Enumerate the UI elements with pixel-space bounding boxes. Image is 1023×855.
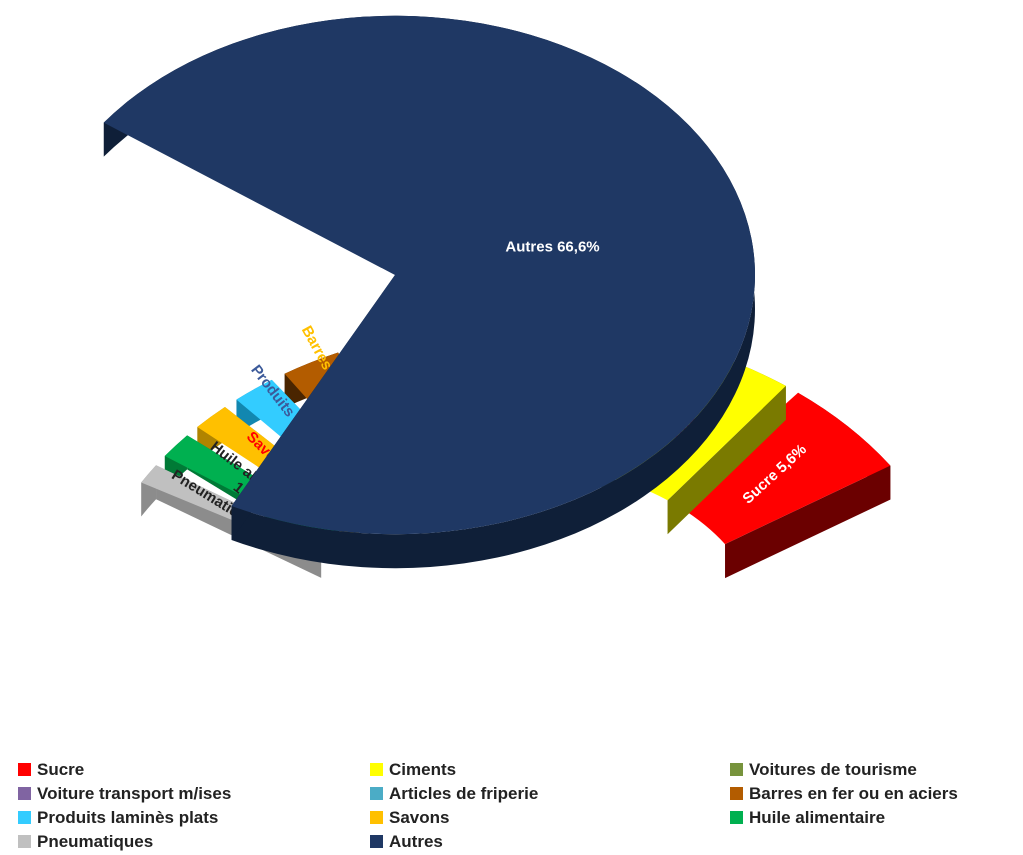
exploded-3d-pie-chart: Sucre 5,6%Ciments 5,0%Voitures de touris…: [103, 15, 891, 579]
legend-label-articles-de-friperie: Articles de friperie: [389, 783, 539, 803]
legend-item-voitures-de-tourisme: Voitures de tourisme: [730, 758, 1018, 781]
legend-label-ciments: Ciments: [389, 759, 457, 779]
pie-slice-top-autres: [103, 15, 756, 535]
legend-swatch-huile-alimentaire: [730, 811, 743, 824]
slice-label-autres: Autres 66,6%: [505, 239, 599, 256]
legend-item-pneumatiques: Pneumatiques: [18, 830, 370, 853]
legend-item-articles-de-friperie: Articles de friperie: [370, 782, 730, 805]
legend-swatch-articles-de-friperie: [370, 787, 383, 800]
legend-item-barres-en-fer: Barres en fer ou en aciers: [730, 782, 1018, 805]
legend-swatch-ciments: [370, 763, 383, 776]
pie-slice-autres: Autres 66,6%: [103, 15, 756, 569]
legend-label-barres-en-fer: Barres en fer ou en aciers: [749, 783, 958, 803]
legend-swatch-sucre: [18, 763, 31, 776]
legend-label-sucre: Sucre: [37, 759, 85, 779]
legend-item-sucre: Sucre: [18, 758, 370, 781]
legend-swatch-autres: [370, 835, 383, 848]
legend-item-autres: Autres: [370, 830, 730, 853]
pie-slice-edge-ciments: [667, 385, 786, 535]
legend-label-autres: Autres: [389, 831, 443, 851]
legend-item-savons: Savons: [370, 806, 730, 829]
legend-swatch-voiture-transport: [18, 787, 31, 800]
legend-swatch-barres-en-fer: [730, 787, 743, 800]
pie-slice-sucre: Sucre 5,6%: [674, 392, 891, 579]
legend-swatch-pneumatiques: [18, 835, 31, 848]
pie-slice-top-sucre: [674, 392, 891, 545]
legend-label-voiture-transport: Voiture transport m/ises: [37, 783, 232, 803]
legend-label-produits-lamines-plats: Produits laminès plats: [37, 807, 219, 827]
legend-item-produits-lamines-plats: Produits laminès plats: [18, 806, 370, 829]
legend-item-huile-alimentaire: Huile alimentaire: [730, 806, 1018, 829]
legend-label-voitures-de-tourisme: Voitures de tourisme: [749, 759, 917, 779]
pie-slice-edge-sucre: [725, 465, 891, 579]
legend-item-voiture-transport: Voiture transport m/ises: [18, 782, 370, 805]
legend-swatch-produits-lamines-plats: [18, 811, 31, 824]
chart-legend: Sucre Ciments Voitures de tourisme Voitu…: [18, 758, 1018, 853]
legend-label-huile-alimentaire: Huile alimentaire: [749, 807, 886, 827]
legend-item-ciments: Ciments: [370, 758, 730, 781]
legend-swatch-voitures-de-tourisme: [730, 763, 743, 776]
legend-label-pneumatiques: Pneumatiques: [37, 831, 154, 851]
legend-swatch-savons: [370, 811, 383, 824]
legend-label-savons: Savons: [389, 807, 450, 827]
